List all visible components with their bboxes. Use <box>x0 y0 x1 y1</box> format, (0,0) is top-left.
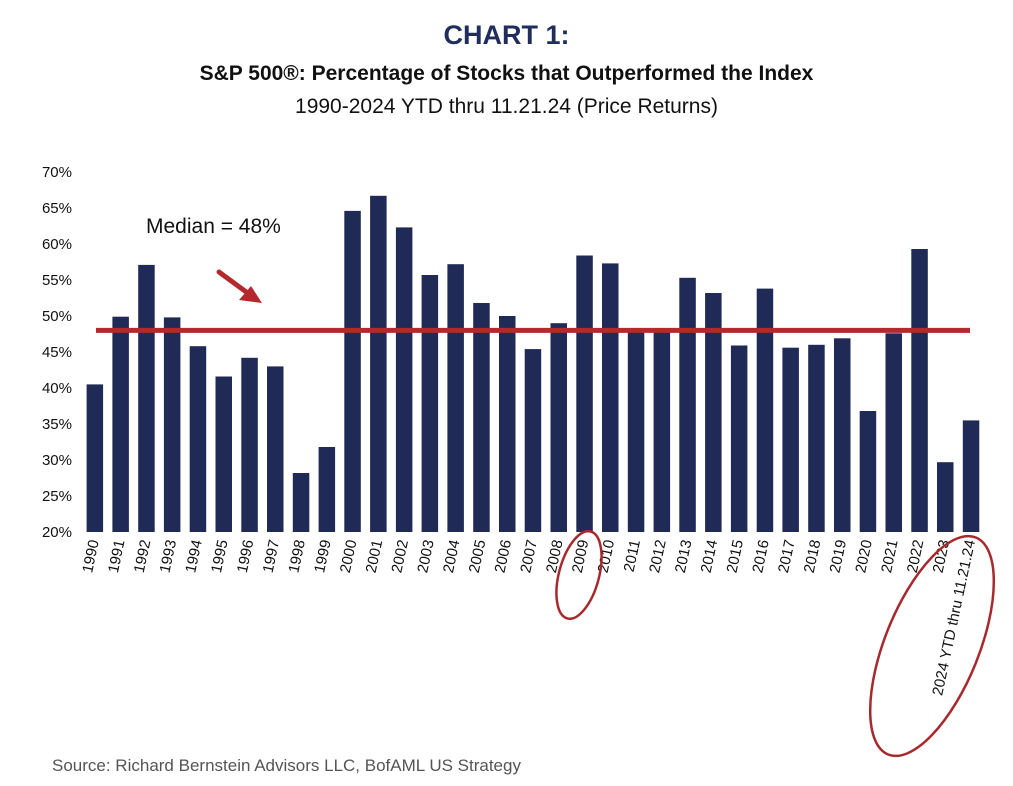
bar-1994 <box>189 346 207 532</box>
bar-2010 <box>602 263 619 532</box>
bar-1998 <box>292 473 310 532</box>
x-tick-label: 2020 <box>852 538 876 574</box>
bar-1995 <box>215 376 232 532</box>
bar-2002 <box>395 227 413 532</box>
y-tick-label: 55% <box>42 272 72 289</box>
x-axis: 1990 1991 1992 1993 1994 1995 1996 1997 1998 1999… <box>79 538 979 697</box>
y-tick-label: 45% <box>42 344 72 361</box>
x-tick-label: 2004 <box>440 538 464 574</box>
x-tick-label: 1991 <box>105 538 129 574</box>
bar-series <box>86 195 980 533</box>
x-tick-label: 2014 <box>698 538 722 574</box>
x-tick-label: 1995 <box>208 538 232 574</box>
x-tick-label: 1996 <box>234 538 258 574</box>
x-tick-label: 1998 <box>285 538 309 574</box>
bar-2001 <box>370 195 387 533</box>
x-tick-label: 2007 <box>517 538 541 574</box>
bar-2019 <box>834 338 851 532</box>
x-tick-label: 2022 <box>904 538 928 574</box>
y-axis: 20% 25% 30% 35% 40% 45% 50% 55% 60% 65% 70% <box>42 164 72 541</box>
bar-2015 <box>730 345 748 532</box>
y-tick-label: 40% <box>42 380 72 397</box>
x-tick-label: 2003 <box>414 538 438 574</box>
bar-2008 <box>550 323 567 532</box>
x-tick-label: 2017 <box>775 538 799 574</box>
x-tick-label: 2011 <box>621 538 644 573</box>
bar-2004 <box>447 264 464 532</box>
bar-2009 <box>576 255 593 532</box>
bar-2024 <box>962 420 980 532</box>
highlight-2024-ellipse <box>868 534 996 758</box>
bar-1996 <box>241 357 258 532</box>
bar-2012 <box>653 329 671 532</box>
bar-2007 <box>524 349 542 532</box>
x-tick-label: 2018 <box>801 538 825 574</box>
median-group: Median = 48% <box>96 215 970 333</box>
x-tick-label: 2001 <box>363 538 387 574</box>
x-tick-label: 2013 <box>672 538 696 574</box>
bar-1997 <box>267 366 284 532</box>
x-tick-label: 2019 <box>827 538 851 574</box>
x-tick-label: 1992 <box>131 538 155 574</box>
x-tick-label: 2006 <box>492 538 516 574</box>
x-tick-label: 2000 <box>337 538 361 574</box>
x-tick-label: 2009 <box>569 538 593 574</box>
x-tick-label: 1993 <box>157 538 181 574</box>
bar-2021 <box>885 333 902 532</box>
bar-2016 <box>756 288 774 532</box>
highlight-2009-ellipse <box>555 529 603 621</box>
bar-2018 <box>808 344 825 532</box>
bar-1993 <box>163 317 181 532</box>
bar-1992 <box>138 264 155 532</box>
y-tick-label: 50% <box>42 308 72 325</box>
bar-2003 <box>421 275 439 532</box>
bar-1990 <box>86 384 104 532</box>
bar-1999 <box>318 447 336 532</box>
x-tick-label: 2021 <box>878 538 902 574</box>
x-tick-label: 1994 <box>182 538 206 574</box>
x-tick-label: 1997 <box>260 538 284 574</box>
x-tick-label: 2005 <box>466 538 490 574</box>
x-tick-label: 2002 <box>388 538 412 574</box>
bar-1991 <box>112 316 129 532</box>
bar-2000 <box>344 210 361 532</box>
x-tick-label: 1999 <box>311 538 335 574</box>
annotation-group <box>555 529 996 758</box>
chart-number-label: CHART 1: <box>443 20 570 50</box>
bar-2020 <box>859 411 877 532</box>
chart-title: S&P 500®: Percentage of Stocks that Outp… <box>199 62 814 85</box>
x-tick-label: 1990 <box>79 538 103 574</box>
bar-2014 <box>705 293 722 532</box>
bar-2013 <box>679 277 696 532</box>
bar-2017 <box>782 347 799 532</box>
x-tick-label: 2015 <box>723 538 747 574</box>
chart-subtitle: 1990-2024 YTD thru 11.21.24 (Price Retur… <box>295 95 718 118</box>
y-tick-label: 60% <box>42 236 72 253</box>
y-tick-label: 20% <box>42 524 72 541</box>
y-tick-label: 65% <box>42 200 72 217</box>
bar-2006 <box>499 316 516 532</box>
y-tick-label: 70% <box>42 164 72 181</box>
x-tick-label: 2016 <box>749 538 773 574</box>
y-tick-label: 30% <box>42 452 72 469</box>
bar-2023 <box>937 462 954 532</box>
median-arrow-shaft <box>216 269 252 297</box>
y-tick-label: 35% <box>42 416 72 433</box>
x-tick-label: 2010 <box>595 538 619 574</box>
bar-2005 <box>473 303 490 532</box>
y-tick-label: 25% <box>42 488 72 505</box>
x-tick-label: 2023 <box>930 538 954 574</box>
source-note: Source: Richard Bernstein Advisors LLC, … <box>52 756 521 775</box>
median-label: Median = 48% <box>146 215 281 238</box>
median-arrow-head <box>239 286 262 303</box>
x-tick-label: 2012 <box>646 538 670 574</box>
bar-2011 <box>627 331 645 532</box>
bar-2022 <box>911 249 928 532</box>
